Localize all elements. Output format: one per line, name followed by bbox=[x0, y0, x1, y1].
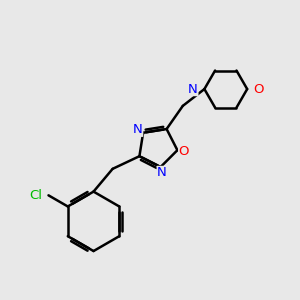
Text: N: N bbox=[157, 167, 167, 179]
Text: Cl: Cl bbox=[29, 189, 42, 202]
Text: O: O bbox=[179, 145, 189, 158]
Text: O: O bbox=[254, 82, 264, 96]
Text: N: N bbox=[188, 82, 198, 96]
Text: N: N bbox=[133, 123, 143, 136]
